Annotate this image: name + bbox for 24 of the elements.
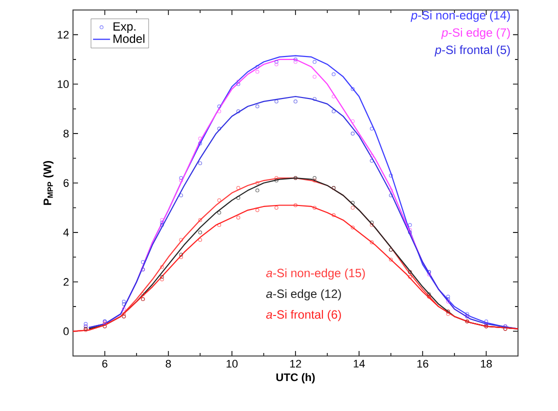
y-tick-label: 8 xyxy=(64,130,69,138)
y-tick-label: 12 xyxy=(58,30,69,39)
y-tick-label: 2 xyxy=(64,278,69,286)
y-tick-label: 6 xyxy=(64,179,69,187)
annotation: a-Si frontal (6) xyxy=(266,310,341,322)
x-tick-label: 16 xyxy=(417,360,428,368)
legend-label: Model xyxy=(114,34,144,43)
annotation: a-Si non-edge (15) xyxy=(266,268,365,280)
x-tick-label: 18 xyxy=(480,360,492,368)
x-tick-label: 6 xyxy=(102,360,108,368)
x-tick-label: 8 xyxy=(166,360,171,368)
x-axis-title: UTC (h) xyxy=(276,373,315,384)
y-tick-label: 4 xyxy=(63,228,69,236)
y-axis-title: P$_{MPP}$ (W) xyxy=(43,160,54,205)
x-tick-label: 12 xyxy=(290,360,302,368)
annotation: p-Si edge (7) xyxy=(441,28,510,40)
y-tick-label: 10 xyxy=(58,80,69,88)
annotation: p-Si frontal (5) xyxy=(434,45,510,56)
x-tick-label: 10 xyxy=(226,360,238,368)
annotation: a-Si edge (12) xyxy=(266,289,341,300)
legend-label: Exp. xyxy=(114,22,136,34)
x-tick-label: 14 xyxy=(354,360,365,368)
y-tick-label: 0 xyxy=(63,327,69,336)
annotation: p-Si non-edge (14) xyxy=(410,10,510,22)
